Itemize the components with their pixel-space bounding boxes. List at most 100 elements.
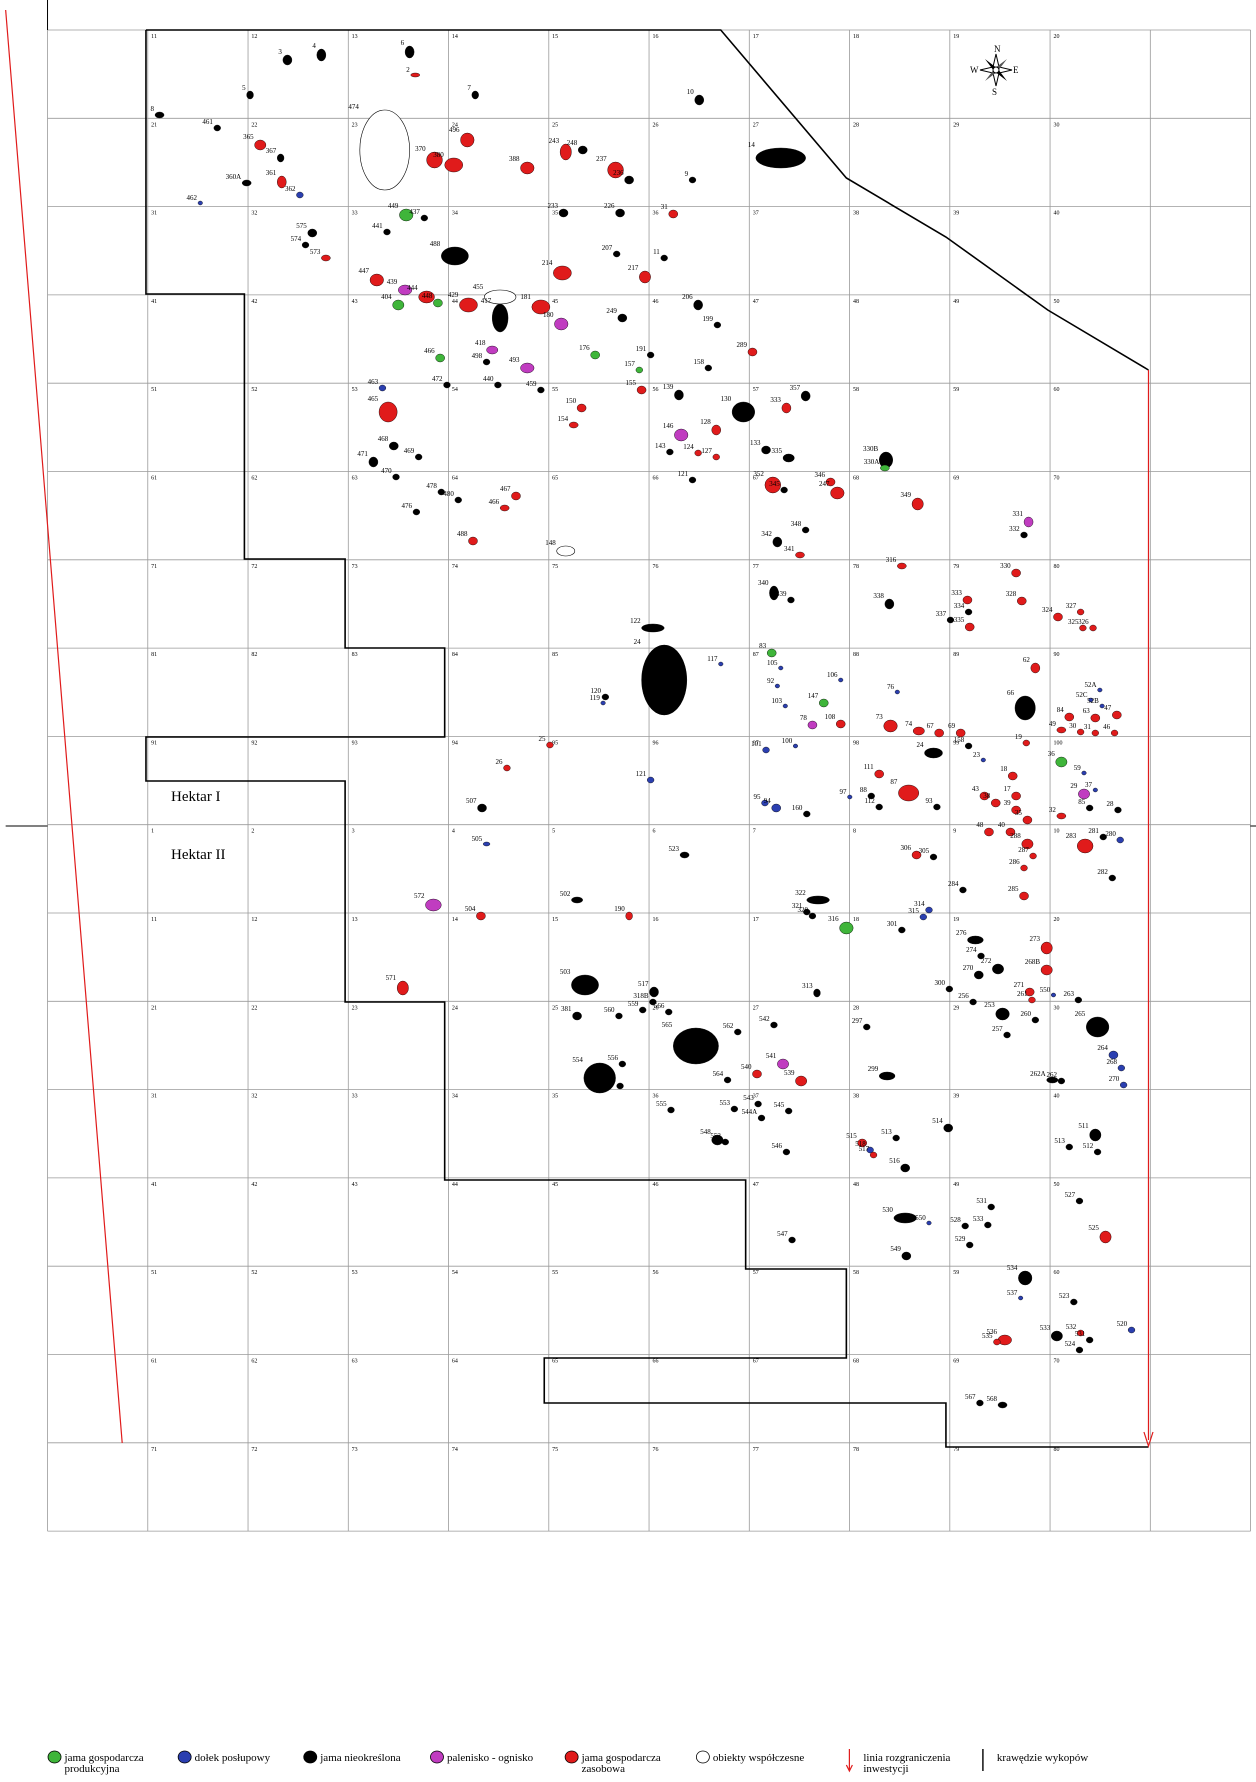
feature-label: 121 bbox=[678, 470, 689, 478]
feature-label: 76 bbox=[887, 683, 895, 691]
cell-number: 47 bbox=[753, 1182, 759, 1188]
feature-label: 539 bbox=[784, 1069, 795, 1077]
feature-label: 488 bbox=[430, 240, 441, 248]
feature bbox=[674, 428, 689, 442]
feature-label: 28 bbox=[1107, 800, 1115, 808]
legend-symbol bbox=[303, 1750, 318, 1764]
cell-number: 68 bbox=[853, 1359, 859, 1365]
feature bbox=[482, 841, 491, 847]
cell-number: 17 bbox=[753, 34, 759, 40]
cell-number: 77 bbox=[753, 564, 759, 570]
feature-label: 381 bbox=[561, 1005, 572, 1013]
feature-label: 261 bbox=[1017, 990, 1028, 998]
feature-label: 26 bbox=[496, 758, 504, 766]
feature-label: 498 bbox=[472, 352, 483, 360]
feature-label: 119 bbox=[590, 694, 601, 702]
feature-label: 476 bbox=[402, 502, 413, 510]
feature bbox=[558, 208, 569, 218]
feature-label: 524 bbox=[1065, 1340, 1076, 1348]
cell-number: 54 bbox=[452, 387, 458, 393]
cell-number: 8 bbox=[853, 829, 856, 835]
feature-label: 101 bbox=[751, 740, 762, 748]
feature-label: 441 bbox=[372, 222, 383, 230]
feature-label: 380 bbox=[433, 151, 444, 159]
feature-label: 237 bbox=[596, 155, 607, 163]
compass-e: E bbox=[1013, 65, 1019, 75]
feature bbox=[665, 1008, 673, 1016]
feature-label: 59 bbox=[1074, 764, 1082, 772]
feature-label: 533 bbox=[1040, 1324, 1051, 1332]
cell-number: 70 bbox=[1053, 476, 1059, 482]
feature bbox=[943, 1123, 953, 1133]
cell-number: 51 bbox=[151, 387, 157, 393]
feature-label: 568 bbox=[987, 1395, 998, 1403]
feature bbox=[1011, 805, 1021, 815]
feature-label: 48 bbox=[976, 821, 984, 829]
feature-label: 488 bbox=[457, 530, 468, 538]
feature-label: 346 bbox=[815, 471, 826, 479]
cell-number: 55 bbox=[552, 1270, 558, 1276]
feature bbox=[793, 743, 798, 749]
feature bbox=[359, 109, 410, 191]
feature-label: 418 bbox=[475, 339, 486, 347]
feature bbox=[617, 313, 628, 323]
feature-label: 52C bbox=[1076, 691, 1088, 699]
feature bbox=[838, 677, 844, 683]
feature-label: 543 bbox=[743, 1094, 754, 1102]
compass-n: N bbox=[994, 44, 1001, 54]
feature bbox=[976, 1399, 984, 1407]
feature bbox=[154, 111, 165, 119]
feature-label: 345 bbox=[769, 480, 780, 488]
feature bbox=[492, 303, 509, 333]
cell-number: 6 bbox=[652, 829, 655, 835]
feature bbox=[757, 1114, 766, 1122]
feature-label: 333 bbox=[951, 589, 962, 597]
feature-label: 339 bbox=[776, 590, 787, 598]
feature bbox=[1093, 1148, 1102, 1156]
feature-label: 67 bbox=[927, 722, 935, 730]
feature bbox=[1116, 836, 1124, 844]
feature-label: 536 bbox=[987, 1328, 998, 1336]
cell-number: 79 bbox=[953, 564, 959, 570]
feature bbox=[649, 998, 657, 1006]
feature-label: 30 bbox=[1069, 722, 1077, 730]
cell-number: 97 bbox=[753, 740, 759, 746]
feature-label: 108 bbox=[825, 713, 836, 721]
feature bbox=[613, 250, 621, 258]
feature bbox=[1077, 1329, 1085, 1337]
cell-number: 19 bbox=[953, 34, 959, 40]
feature-label: 529 bbox=[955, 1235, 966, 1243]
feature bbox=[674, 389, 684, 401]
feature-label: 573 bbox=[310, 248, 321, 256]
feature-label: 338 bbox=[873, 592, 884, 600]
feature-label: 18 bbox=[1000, 765, 1008, 773]
cell-number: 31 bbox=[151, 211, 157, 217]
feature bbox=[618, 1060, 626, 1068]
feature-label: 226 bbox=[604, 202, 615, 210]
feature bbox=[641, 644, 688, 716]
feature-label: 47 bbox=[1104, 704, 1112, 712]
feature bbox=[1127, 1326, 1136, 1334]
feature-label: 313 bbox=[802, 982, 813, 990]
feature bbox=[731, 401, 755, 423]
feature-label: 571 bbox=[386, 974, 397, 982]
feature bbox=[704, 364, 712, 372]
feature bbox=[898, 926, 906, 934]
cell-number: 20 bbox=[1053, 34, 1059, 40]
feature bbox=[1064, 712, 1075, 722]
feature-label: 85 bbox=[1078, 798, 1086, 806]
feature bbox=[368, 456, 379, 468]
feature bbox=[1078, 788, 1090, 800]
feature bbox=[901, 1251, 912, 1261]
cell-number: 11 bbox=[151, 917, 157, 923]
feature-label: 547 bbox=[777, 1230, 788, 1238]
feature bbox=[787, 596, 795, 604]
feature bbox=[911, 497, 924, 511]
feature bbox=[420, 214, 428, 222]
feature-label: 321 bbox=[792, 902, 803, 910]
feature bbox=[1099, 1230, 1112, 1244]
cell-number: 21 bbox=[151, 1005, 157, 1011]
cell-number: 27 bbox=[753, 1005, 759, 1011]
feature bbox=[1075, 1346, 1084, 1354]
